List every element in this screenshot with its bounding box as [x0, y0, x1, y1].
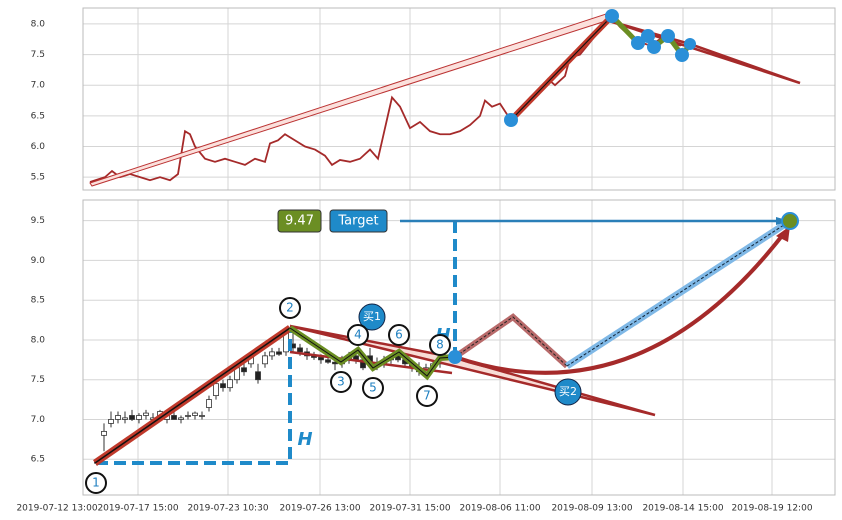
point-label: 2 — [279, 297, 301, 319]
price-box — [277, 209, 322, 233]
candle-body — [115, 415, 121, 420]
grids — [83, 8, 835, 495]
point-label: 7 — [416, 385, 438, 407]
candle-body — [192, 412, 198, 416]
x-tick-label: 2019-08-09 13:00 — [551, 504, 632, 514]
candle-body — [143, 412, 149, 416]
candle-body — [220, 383, 226, 389]
target-box — [329, 209, 388, 233]
labels: 5.5 6.0 6.5 7.0 7.5 8.0 6.5 7.0 7.5 8.0 8.5 9.0 9.5 2… — [16, 19, 812, 513]
x-tick-label: 2019-08-14 15:00 — [642, 504, 723, 514]
arrow-head — [776, 226, 790, 242]
zigzag-inner — [289, 327, 456, 377]
candle-body — [297, 347, 303, 353]
point-number: 5 — [369, 381, 377, 395]
x-tick-label: 2019-07-31 15:00 — [369, 504, 450, 514]
point-number: 2 — [286, 301, 294, 315]
candle-body — [318, 357, 324, 361]
point-number: 3 — [337, 375, 345, 389]
candle-body — [241, 367, 247, 373]
candle-body — [213, 383, 219, 397]
point-number: 6 — [395, 328, 403, 342]
buy1-label: 买1 — [363, 310, 381, 323]
height-box — [96, 328, 292, 465]
point-label: 4 — [347, 324, 369, 346]
top-overlays — [89, 9, 801, 187]
x-tick-label: 2019-07-26 13:00 — [279, 504, 360, 514]
candle-body — [171, 415, 177, 420]
x-tick-label: 2019-08-06 11:00 — [459, 504, 540, 514]
y-tick-label: 7.0 — [31, 81, 46, 91]
candle-body — [269, 351, 275, 357]
break-point — [448, 350, 462, 364]
point-label: 8 — [429, 334, 451, 356]
candle-body — [276, 351, 282, 355]
bottom-overlays: 9.47 Target 买1 买2 H H 1 2 3 4 5 6 7 8 — [85, 209, 799, 494]
y-tick-label: 6.0 — [31, 142, 46, 152]
y-tick-label: 8.5 — [31, 296, 45, 306]
candle-body — [206, 399, 212, 408]
x-tick-label: 2019-07-23 10:30 — [187, 504, 268, 514]
candle-body — [185, 415, 191, 417]
buy1-marker — [358, 303, 386, 331]
y-tick-label: 7.5 — [31, 50, 45, 60]
candle-body — [325, 359, 331, 363]
y-tick-label: 6.5 — [31, 111, 45, 121]
curve-arrow — [454, 230, 787, 375]
point-label: 6 — [388, 324, 410, 346]
triangle — [605, 18, 801, 85]
y-tick-label: 7.0 — [31, 415, 46, 425]
candle-body — [199, 415, 205, 417]
triangle — [289, 324, 656, 417]
points — [504, 9, 696, 127]
y-tick-label: 9.0 — [31, 256, 46, 266]
buy2-marker — [554, 378, 582, 406]
point-number: 1 — [92, 476, 100, 490]
point-number: 7 — [423, 389, 431, 403]
candle-body — [122, 417, 128, 420]
target-line-inner — [566, 220, 791, 367]
candle-body — [129, 415, 135, 420]
target-point — [781, 212, 799, 230]
y-tick-label: 6.5 — [31, 455, 45, 465]
h-label: H — [297, 429, 312, 450]
candle-body — [255, 371, 261, 381]
trend-line-inner — [94, 327, 291, 464]
point-label: 3 — [330, 371, 352, 393]
candle-body — [227, 379, 233, 389]
y-tick-label: 7.5 — [31, 375, 45, 385]
point-number: 4 — [354, 328, 362, 342]
point-label: 1 — [85, 472, 107, 494]
y-tick-label: 8.0 — [31, 19, 46, 29]
y-tick-label: 9.5 — [31, 216, 45, 226]
y-tick-label: 5.5 — [31, 173, 45, 183]
top-frame — [82, 7, 836, 191]
x-tick-label: 2019-07-17 15:00 — [97, 504, 178, 514]
candle-body — [262, 355, 268, 365]
buy2-label: 买2 — [559, 385, 577, 398]
x-tick-label: 2019-07-12 13:00 — [16, 504, 97, 514]
projection-inner — [454, 316, 568, 367]
candle-body — [136, 415, 142, 420]
price-label: 9.47 — [285, 214, 314, 229]
bottom-frame — [82, 199, 836, 496]
point-number: 8 — [436, 338, 444, 352]
point-label: 5 — [362, 377, 384, 399]
candle-body — [178, 417, 184, 420]
target-label: Target — [337, 214, 378, 229]
trend-line-inner — [510, 15, 613, 121]
candle-body — [101, 430, 107, 436]
y-tick-label: 8.0 — [31, 335, 46, 345]
x-tick-label: 2019-08-19 12:00 — [731, 504, 812, 514]
candle-body — [108, 419, 114, 424]
projection — [453, 313, 570, 369]
